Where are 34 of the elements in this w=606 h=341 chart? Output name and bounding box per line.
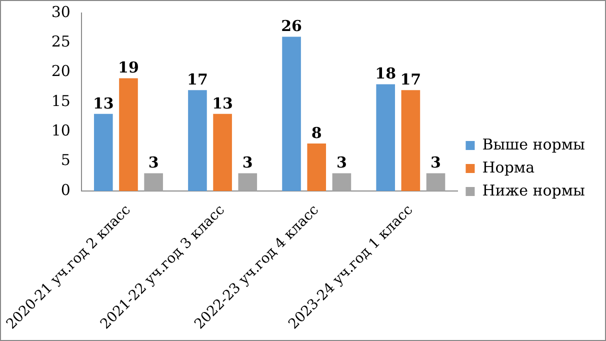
data-label: 17	[187, 70, 208, 89]
legend-label: Норма	[482, 158, 535, 176]
legend-label: Ниже нормы	[482, 181, 586, 200]
data-label: 13	[212, 94, 233, 112]
bar	[238, 173, 258, 192]
data-label: 3	[430, 154, 441, 172]
y-tick-label: 20	[51, 62, 70, 80]
bar	[401, 90, 420, 192]
data-label: 3	[148, 154, 159, 172]
data-label: 17	[400, 70, 422, 89]
bar	[188, 90, 207, 192]
y-tick-label: 5	[60, 151, 70, 170]
data-label: 3	[336, 154, 347, 172]
data-label: 3	[242, 154, 253, 172]
y-tick-label: 0	[60, 180, 70, 199]
bar	[213, 114, 232, 192]
legend-label: Выше нормы	[482, 135, 586, 154]
y-tick-label: 25	[51, 32, 70, 51]
data-label: 13	[92, 94, 114, 112]
bar	[426, 173, 446, 192]
bar	[119, 78, 138, 192]
bar	[332, 173, 352, 192]
bar	[282, 36, 301, 192]
bar	[376, 84, 395, 192]
bar	[144, 173, 163, 192]
data-label: 8	[311, 124, 322, 142]
y-tick-label: 30	[51, 2, 70, 21]
y-tick-label: 15	[51, 92, 70, 110]
bar	[94, 114, 113, 192]
data-label: 19	[118, 58, 139, 77]
y-tick-label: 10	[51, 122, 70, 140]
data-label: 26	[281, 17, 302, 36]
data-label: 18	[375, 64, 396, 83]
bar	[307, 144, 326, 192]
